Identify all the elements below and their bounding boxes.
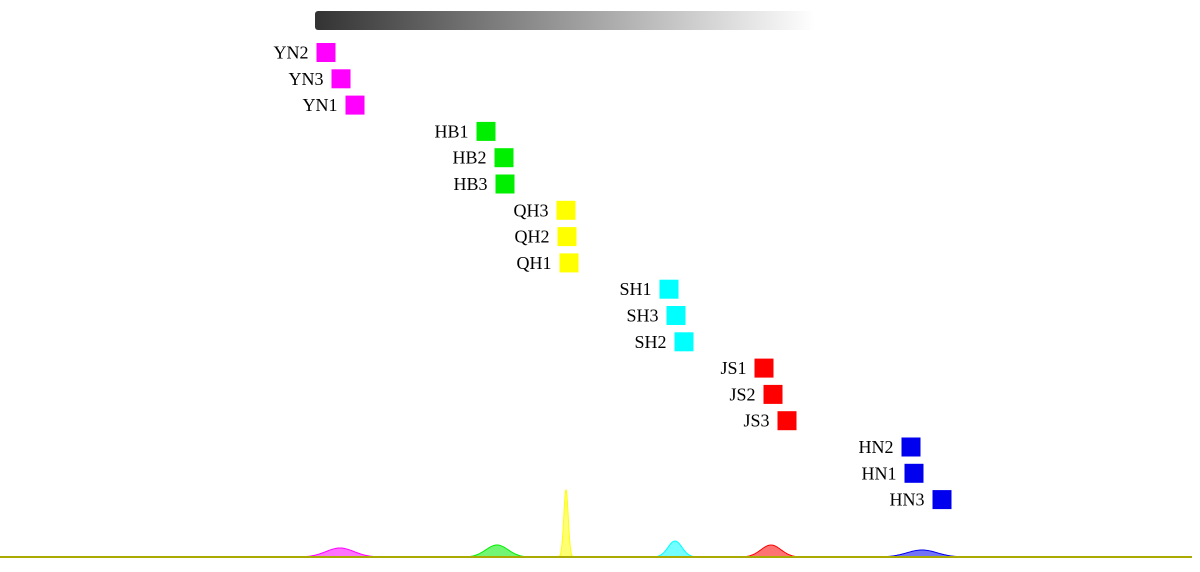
density-curve-sh xyxy=(653,540,697,558)
point-hn3 xyxy=(932,490,952,510)
point-js1 xyxy=(754,358,774,378)
label-js1: JS1 xyxy=(720,358,746,378)
label-hb3: HB3 xyxy=(453,174,487,194)
point-sh3 xyxy=(666,306,686,325)
point-yn2 xyxy=(316,43,336,62)
point-sh2 xyxy=(674,332,694,352)
label-yn1: YN1 xyxy=(303,95,338,115)
label-js3: JS3 xyxy=(743,411,769,431)
point-qh2 xyxy=(557,227,577,247)
point-hn1 xyxy=(904,463,924,483)
label-qh3: QH3 xyxy=(514,200,549,220)
density-curve-hn xyxy=(876,549,968,558)
point-qh3 xyxy=(556,200,576,220)
point-qh1 xyxy=(559,253,579,273)
density-curve-hb xyxy=(463,544,531,558)
point-js3 xyxy=(777,411,797,431)
label-yn2: YN2 xyxy=(274,43,309,63)
point-hn2 xyxy=(901,437,921,457)
point-sh1 xyxy=(659,279,679,299)
density-curve-yn xyxy=(297,547,383,558)
density-curve-qh xyxy=(558,489,574,558)
sample-labels: YN2 YN3 YN1 HB1 HB2 HB3 QH3 QH2 QH1 SH1 SH3 SH2 JS1 J… xyxy=(274,43,925,510)
sample-points xyxy=(316,43,952,510)
label-hb1: HB1 xyxy=(434,121,468,141)
label-js2: JS2 xyxy=(729,384,755,404)
label-yn3: YN3 xyxy=(289,69,324,89)
label-sh1: SH1 xyxy=(619,279,651,299)
label-sh2: SH2 xyxy=(634,332,666,352)
label-sh3: SH3 xyxy=(626,306,658,326)
label-hb2: HB2 xyxy=(452,148,486,168)
point-hb1 xyxy=(476,121,496,141)
point-yn1 xyxy=(345,95,365,115)
label-hn2: HN2 xyxy=(859,437,894,457)
point-hb2 xyxy=(494,148,514,168)
label-qh2: QH2 xyxy=(515,227,550,247)
label-hn1: HN1 xyxy=(862,463,897,483)
point-hb3 xyxy=(495,174,515,194)
point-js2 xyxy=(763,384,783,404)
color-gradient-bar xyxy=(315,11,815,30)
density-curve-js xyxy=(740,544,802,558)
density-curves xyxy=(297,489,968,558)
label-qh1: QH1 xyxy=(517,253,552,273)
point-yn3 xyxy=(331,69,351,89)
label-hn3: HN3 xyxy=(890,490,925,510)
